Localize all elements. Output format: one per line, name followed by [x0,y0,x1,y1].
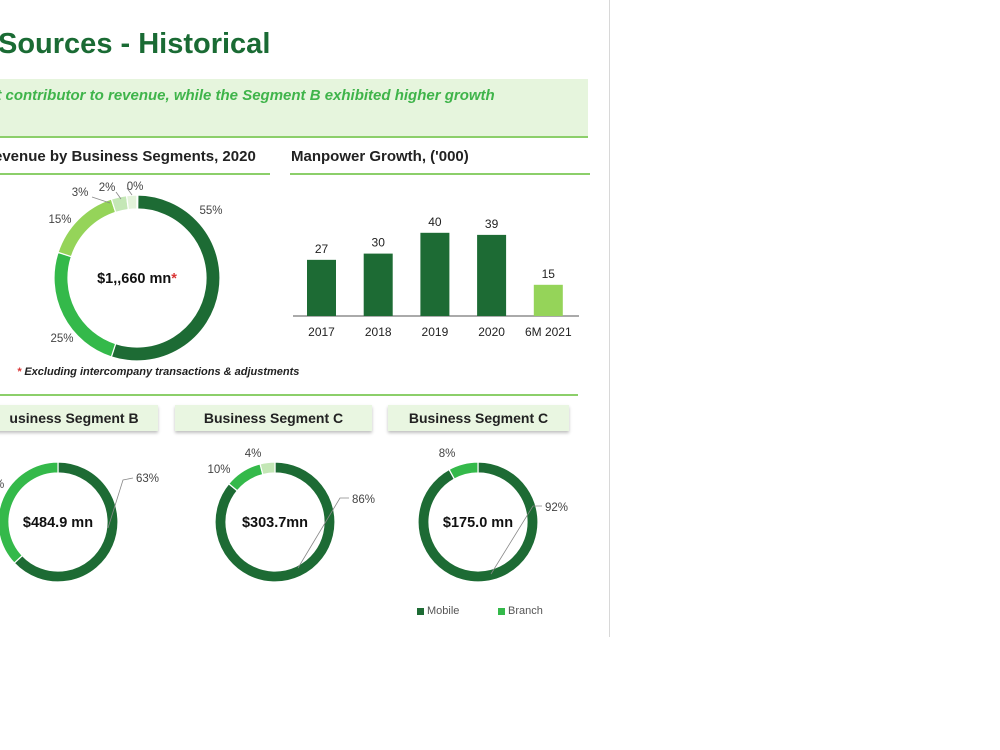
segment-c-title: Business Segment C [175,405,372,431]
revenue-chart-title: evenue by Business Segments, 2020 [0,148,256,165]
legend-item-branch: Branch [498,605,543,617]
leader-line [115,191,122,200]
page-edge-line [609,0,610,637]
segment-c2-donut-chart: 92% 8% $175.0 mn [417,448,568,583]
data-label: 0% [127,181,144,193]
donut-slice [214,461,336,583]
leader-line [490,505,542,575]
data-label: 15% [48,214,71,226]
legend-swatch-branch [498,607,505,615]
legend-item-mobile: Mobile [417,605,459,617]
bar-2020 [477,234,507,316]
slide: Sources - Historical st contributor to r… [0,28,590,617]
data-label: % [0,479,4,491]
manpower-title-rule [290,173,590,175]
legend-label-branch: Branch [508,605,543,617]
data-label: 63% [136,473,159,485]
donut-center-label: $484.9 mn [23,515,93,531]
x-tick-label: 2018 [365,325,392,339]
leader-line [297,497,349,569]
segment-b-title: usiness Segment B [0,405,158,431]
bar-2019 [420,232,450,316]
bar-2018 [363,253,393,316]
manpower-chart-title: Manpower Growth, ('000) [291,148,469,165]
leader-line [91,196,111,204]
data-label: 10% [207,464,230,476]
x-tick-label: 2020 [478,325,505,339]
key-message-banner: st contributor to revenue, while the Seg… [0,79,588,138]
key-message-text: st contributor to revenue, while the Seg… [0,87,495,104]
bar-value-label: 15 [542,267,556,281]
donut-slice [259,461,276,476]
bar-2017 [307,259,336,316]
donut-center-label: $303.7mn [242,515,308,531]
data-label: 2% [99,182,116,194]
bar-value-label: 39 [485,217,499,231]
donut-slice [227,463,264,492]
revenue-title-rule [0,173,270,175]
page-title: Sources - Historical [0,28,271,60]
revenue-donut-chart: 55% 25% 15% 3% 2% 0% $1,,660 mn* [48,181,223,362]
data-label: 3% [72,187,89,199]
leader-line [126,187,133,196]
donut-slice [417,461,539,583]
x-tick-label: 2017 [308,325,335,339]
donut-slice [448,461,479,480]
bar-6m-2021 [533,284,563,316]
leader-line [107,477,134,529]
data-label: 86% [352,494,375,506]
center-label-mark: * [171,271,177,287]
x-tick-label: 6M 2021 [525,325,572,339]
donut-slice [125,194,138,211]
x-tick-label: 2019 [422,325,449,339]
data-label: 4% [245,448,262,460]
footnote: * Excluding intercompany transactions & … [17,366,300,378]
donut-center-label: $175.0 mn [443,515,513,531]
donut-center-label: $1,,660 mn* [97,271,177,287]
donut-slice [57,198,117,258]
data-label: 25% [50,333,73,345]
bar-value-label: 27 [315,242,329,256]
bar-value-label: 30 [372,236,386,250]
footnote-text: Excluding intercompany transactions & ad… [24,366,300,378]
bar-value-label: 40 [428,215,442,229]
legend-swatch-mobile [417,607,424,615]
manpower-bar-chart: 27 2017 30 2018 40 2019 39 2020 15 6M 2021 [293,215,579,339]
segment-c2-title: Business Segment C [388,405,569,431]
legend-label-mobile: Mobile [427,605,460,617]
donut-slice [136,194,139,210]
data-label: 92% [545,502,568,514]
data-label: 55% [199,205,222,217]
section-rule [0,394,578,396]
segment-c-donut-chart: 86% 10% 4% $303.7mn [207,448,375,583]
data-label: 8% [439,448,456,460]
segment-b-donut-chart: 63%% $484.9 mn [0,461,159,583]
donut-slice [0,461,59,564]
